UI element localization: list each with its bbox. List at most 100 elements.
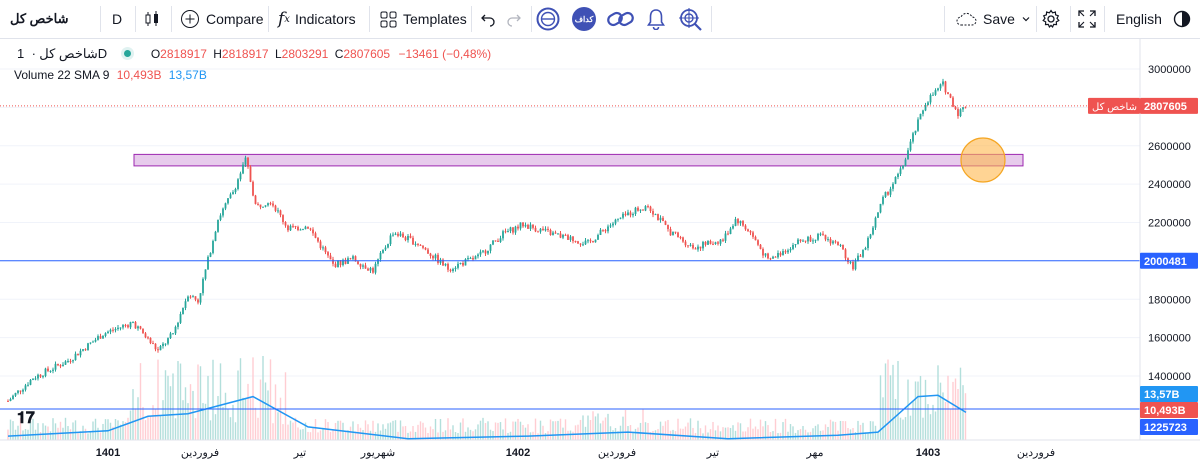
price-axis-labels: شاخص کل 2807605 2000481 13,57B 10,493B 122572… bbox=[1088, 97, 1198, 435]
undo-button[interactable] bbox=[480, 0, 498, 38]
templates-button[interactable]: Templates bbox=[380, 0, 467, 38]
candle-body bbox=[507, 231, 509, 233]
candle-body bbox=[59, 365, 62, 367]
svg-text:1225723: 1225723 bbox=[1144, 422, 1187, 434]
candle-body bbox=[32, 378, 34, 380]
volume-bar bbox=[514, 421, 517, 440]
candle-body bbox=[422, 245, 424, 248]
candle-body bbox=[654, 214, 657, 216]
volume-bar bbox=[127, 417, 129, 440]
chart-canvas[interactable]: 3000000280000026000002400000220000020000… bbox=[0, 38, 1200, 459]
candle-body bbox=[959, 109, 962, 117]
language-button[interactable]: English bbox=[1116, 0, 1176, 38]
fullscreen-icon bbox=[1078, 10, 1096, 28]
theme-toggle-button[interactable] bbox=[1172, 0, 1194, 38]
volume-bar bbox=[14, 429, 17, 440]
fx-sub: x bbox=[284, 13, 290, 25]
candle-body bbox=[624, 213, 627, 216]
hline-axis-label: 2000481 bbox=[1140, 252, 1198, 269]
save-button[interactable]: Save bbox=[955, 0, 1035, 38]
volume-bar bbox=[309, 432, 312, 440]
candle-body bbox=[57, 363, 59, 366]
candle-body bbox=[517, 226, 519, 229]
volume-bar bbox=[722, 427, 724, 440]
candle-body bbox=[684, 241, 687, 246]
alert-button[interactable] bbox=[646, 0, 670, 38]
candle-body bbox=[917, 119, 919, 131]
volume-sma-axis-label: 13,57B bbox=[1140, 386, 1198, 402]
volume-bar bbox=[734, 430, 737, 440]
resistance-zone-rect[interactable] bbox=[133, 153, 1024, 167]
chain-plugin-button[interactable] bbox=[606, 0, 638, 38]
fullscreen-button[interactable] bbox=[1078, 0, 1100, 38]
volume-bar bbox=[217, 396, 219, 440]
volume-bar bbox=[229, 417, 232, 440]
volume-bar bbox=[542, 425, 544, 440]
templates-label: Templates bbox=[403, 11, 467, 27]
volume-bar bbox=[494, 422, 497, 440]
volume-bar bbox=[52, 418, 54, 440]
candle-body bbox=[677, 232, 679, 238]
candle-body bbox=[319, 241, 322, 249]
volume-bar bbox=[232, 404, 234, 440]
volume-bar bbox=[627, 425, 629, 440]
time-axis-label: 1402 bbox=[506, 447, 530, 459]
candle-body bbox=[617, 218, 619, 220]
candle-body bbox=[662, 217, 664, 222]
volume-bar bbox=[469, 429, 472, 440]
candle-body bbox=[214, 231, 217, 241]
candle-body bbox=[747, 229, 749, 232]
candle-body bbox=[252, 181, 254, 196]
candle-body bbox=[782, 251, 784, 256]
candle-body bbox=[122, 325, 124, 328]
volume-legend-label[interactable]: Volume 22 SMA 9 bbox=[14, 68, 110, 82]
volume-bar bbox=[269, 359, 272, 440]
kedaf-button[interactable]: کداف bbox=[572, 0, 598, 38]
candle-body bbox=[399, 233, 402, 236]
volume-bar bbox=[709, 429, 712, 440]
volume-bar bbox=[192, 390, 194, 440]
price-tick-label: 2400000 bbox=[1148, 179, 1191, 191]
candle-body bbox=[682, 237, 684, 242]
candle-body bbox=[202, 278, 204, 294]
settings-button[interactable] bbox=[1041, 0, 1063, 38]
candle-body bbox=[709, 240, 712, 244]
candle-body bbox=[532, 224, 534, 228]
candle-body bbox=[622, 213, 624, 218]
volume-bar bbox=[272, 423, 274, 440]
volume-bar bbox=[772, 431, 774, 440]
interval-button[interactable]: D bbox=[112, 0, 132, 38]
candle-body bbox=[304, 226, 307, 230]
volume-bar bbox=[277, 412, 279, 440]
symbol-search-button[interactable]: شاخص کل bbox=[10, 0, 100, 38]
candle-body bbox=[634, 207, 637, 214]
volume-bar bbox=[549, 419, 552, 440]
volume-bar bbox=[77, 433, 79, 440]
volume-bar bbox=[412, 426, 414, 440]
candle-body bbox=[847, 258, 849, 263]
volume-bar bbox=[519, 421, 522, 440]
volume-bar bbox=[862, 422, 864, 440]
volume-bar bbox=[137, 397, 139, 440]
candle-body bbox=[434, 254, 437, 259]
volume-bar bbox=[457, 432, 459, 440]
plugin-circle-button[interactable] bbox=[536, 0, 562, 38]
volume-bar bbox=[317, 432, 319, 440]
time-axis-label: تیر bbox=[293, 447, 306, 459]
chart-type-button[interactable] bbox=[143, 0, 165, 38]
legend-symbol[interactable]: شاخص کل bbox=[39, 46, 98, 61]
candle-body bbox=[554, 232, 557, 234]
candle-body bbox=[12, 395, 14, 400]
volume-bar bbox=[667, 419, 669, 440]
compare-button[interactable]: Compare bbox=[180, 0, 265, 38]
half-moon-icon bbox=[1172, 9, 1192, 29]
volume-bar bbox=[367, 424, 369, 440]
volume-bar bbox=[724, 427, 727, 440]
redo-button[interactable] bbox=[506, 0, 524, 38]
candle-body bbox=[804, 240, 807, 242]
volume-bar bbox=[597, 413, 599, 440]
candle-body bbox=[177, 322, 179, 327]
candle-body bbox=[297, 226, 299, 230]
target-plugin-button[interactable] bbox=[678, 0, 704, 38]
